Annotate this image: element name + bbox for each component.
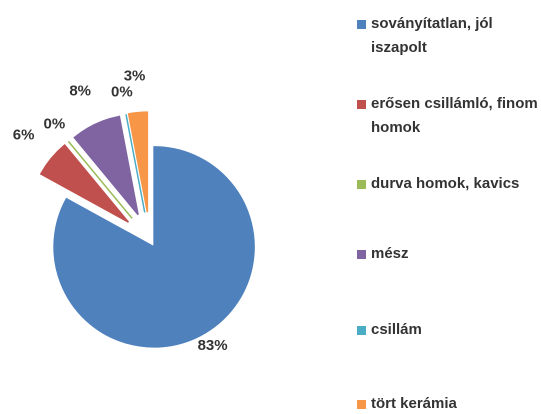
legend-label: soványítatlan, jól iszapolt [371, 15, 493, 56]
legend-label: durva homok, kavics [371, 175, 520, 192]
legend-swatch [357, 250, 366, 259]
legend-entry: csillám [357, 318, 541, 342]
legend-swatch [357, 400, 366, 409]
legend-label: csillám [371, 321, 422, 338]
pie-slice [73, 115, 139, 216]
pie-slice [127, 111, 149, 213]
data-label: 3% [124, 68, 146, 85]
pie-slice [53, 146, 255, 348]
data-label: 0% [111, 84, 133, 101]
legend-swatch [357, 20, 366, 29]
data-label: 83% [198, 337, 228, 354]
legend-entry: tört kerámia [357, 392, 541, 414]
legend-swatch [357, 180, 366, 189]
legend-label: erősen csillámló, finom homok [371, 95, 538, 136]
data-label: 6% [13, 126, 35, 143]
pie-slice [39, 144, 130, 223]
legend-label: tört kerámia [371, 395, 457, 412]
legend-swatch [357, 100, 366, 109]
legend-label: mész [371, 245, 409, 262]
legend-entry: mész [357, 242, 541, 266]
legend-entry: soványítatlan, jól iszapolt [357, 12, 541, 60]
legend-entry: durva homok, kavics [357, 172, 541, 196]
data-label: 0% [44, 115, 66, 132]
legend-entry: erősen csillámló, finom homok [357, 92, 541, 140]
legend-swatch [357, 326, 366, 335]
data-label: 8% [69, 83, 91, 100]
